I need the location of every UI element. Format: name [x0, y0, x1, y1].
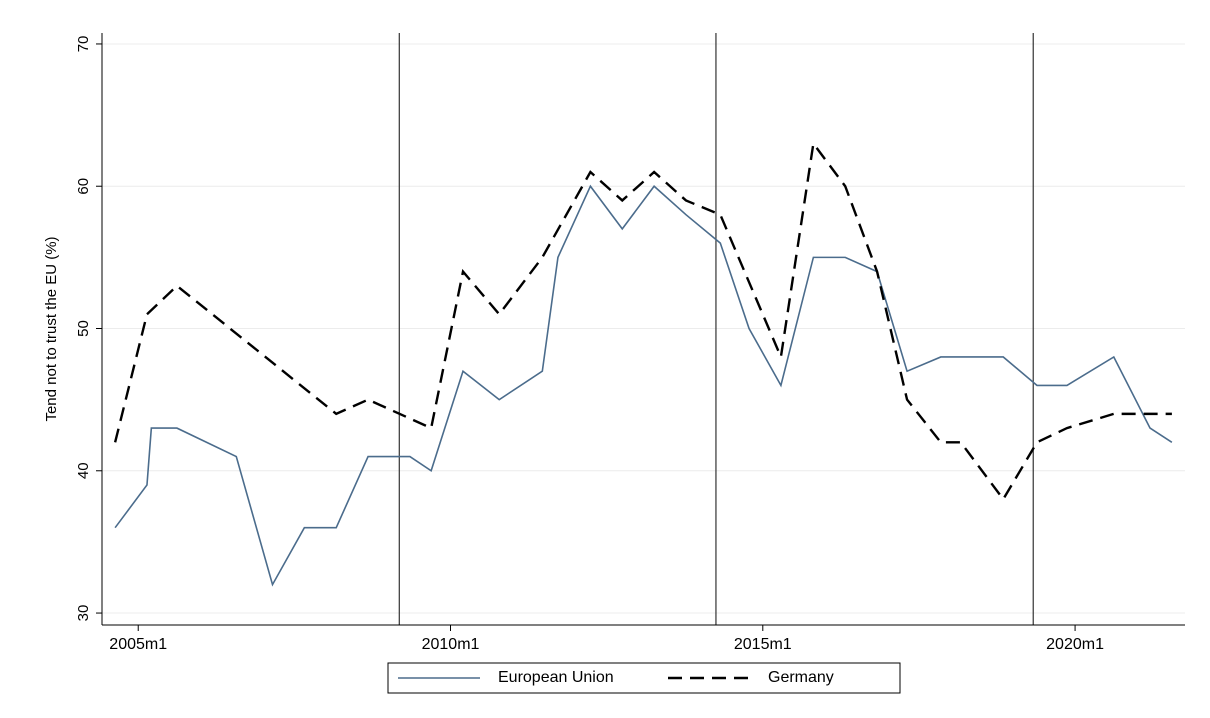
y-tick-label: 60 [75, 178, 92, 195]
y-tick-label: 30 [75, 605, 92, 622]
series-line [113, 140, 1172, 502]
y-tick-label: 40 [75, 462, 92, 479]
series-line [114, 184, 1173, 587]
y-tick-label: 50 [75, 320, 92, 337]
x-tick-label: 2005m1 [109, 636, 167, 653]
legend-label: European Union [498, 669, 614, 686]
y-tick-label: 70 [75, 36, 92, 53]
legend-label: Germany [768, 669, 834, 686]
y-axis-label: Tend not to trust the EU (%) [43, 236, 60, 421]
x-tick-label: 2010m1 [422, 636, 480, 653]
x-tick-label: 2015m1 [734, 636, 792, 653]
x-tick-label: 2020m1 [1046, 636, 1104, 653]
